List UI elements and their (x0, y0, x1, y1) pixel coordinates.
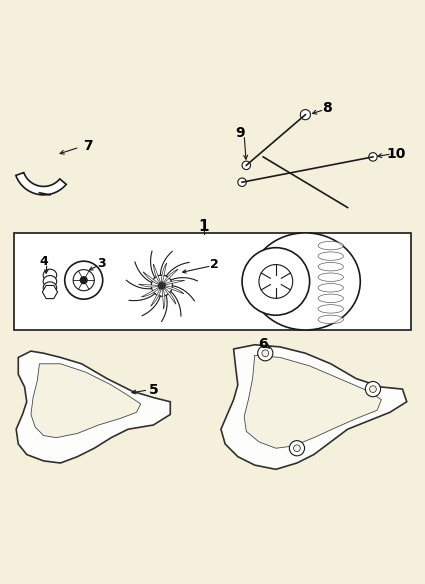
Bar (14, 233, 411, 330)
Circle shape (126, 250, 198, 322)
Ellipse shape (318, 284, 343, 292)
Ellipse shape (318, 273, 343, 281)
Circle shape (80, 277, 87, 284)
Ellipse shape (250, 233, 360, 330)
Polygon shape (162, 286, 184, 294)
Polygon shape (142, 286, 162, 297)
Circle shape (159, 282, 165, 289)
Ellipse shape (318, 252, 343, 260)
Text: 10: 10 (386, 147, 406, 161)
Ellipse shape (43, 276, 57, 287)
Ellipse shape (318, 294, 343, 303)
Text: 8: 8 (322, 102, 332, 115)
Circle shape (242, 161, 250, 169)
Circle shape (262, 350, 269, 357)
Polygon shape (162, 280, 184, 286)
Circle shape (73, 270, 94, 291)
Polygon shape (16, 351, 170, 463)
Circle shape (259, 265, 293, 298)
Ellipse shape (43, 269, 57, 281)
Polygon shape (162, 269, 178, 286)
Ellipse shape (318, 305, 343, 313)
Polygon shape (143, 272, 162, 286)
Ellipse shape (318, 241, 343, 250)
Text: 7: 7 (83, 140, 93, 154)
Circle shape (300, 110, 310, 120)
Circle shape (65, 261, 103, 299)
Polygon shape (244, 355, 381, 449)
Circle shape (258, 346, 273, 361)
Text: 1: 1 (199, 219, 209, 234)
Polygon shape (162, 286, 165, 309)
Circle shape (369, 152, 377, 161)
Text: 9: 9 (235, 126, 245, 140)
Circle shape (151, 275, 173, 296)
Polygon shape (153, 264, 162, 286)
Polygon shape (16, 172, 66, 195)
Circle shape (242, 248, 309, 315)
Polygon shape (31, 364, 141, 437)
Polygon shape (151, 286, 162, 306)
Ellipse shape (318, 262, 343, 271)
Polygon shape (221, 345, 407, 470)
Ellipse shape (43, 282, 57, 294)
Polygon shape (162, 263, 167, 286)
Polygon shape (42, 286, 57, 298)
Text: 2: 2 (210, 258, 219, 271)
Circle shape (294, 445, 300, 451)
Text: 4: 4 (39, 255, 48, 268)
Text: 3: 3 (98, 257, 106, 270)
Circle shape (370, 386, 376, 392)
Polygon shape (162, 286, 176, 304)
Polygon shape (139, 284, 162, 287)
Circle shape (238, 178, 246, 186)
Text: 6: 6 (258, 336, 268, 350)
Text: 5: 5 (148, 383, 158, 397)
Circle shape (366, 381, 380, 397)
Circle shape (289, 440, 305, 456)
Ellipse shape (318, 315, 343, 324)
